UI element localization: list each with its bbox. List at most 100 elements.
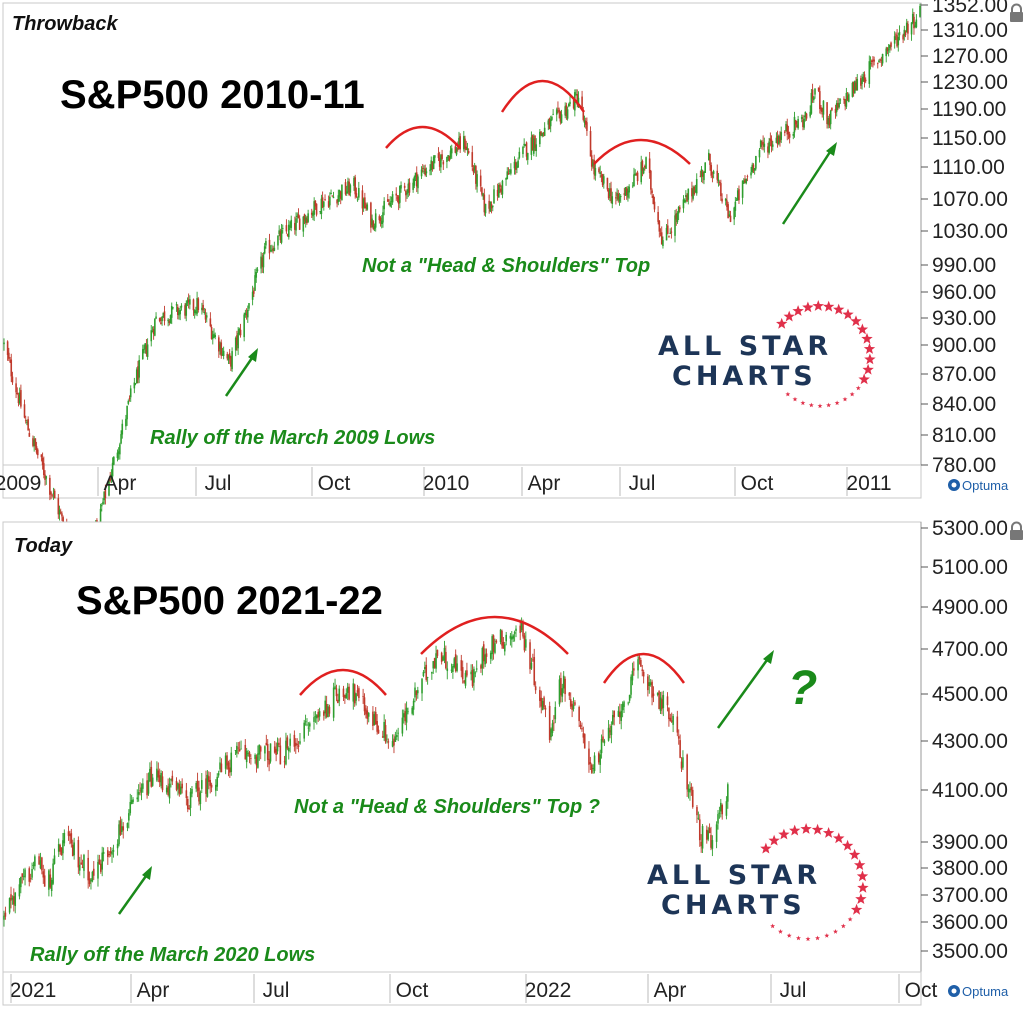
candle (329, 192, 331, 210)
candle (593, 752, 596, 774)
candle (32, 861, 35, 870)
candle (668, 235, 670, 238)
candle (431, 671, 433, 680)
candle (6, 340, 9, 361)
candle (635, 172, 638, 176)
candle (897, 32, 900, 52)
candle (224, 752, 227, 775)
candle (87, 849, 89, 889)
plot-frame-2 (2, 521, 922, 973)
candle (189, 788, 192, 817)
candle (408, 178, 411, 196)
candle (186, 297, 189, 307)
candle (395, 187, 398, 201)
candle (214, 332, 216, 340)
candle (422, 669, 425, 678)
candle (609, 182, 611, 202)
candle (711, 835, 714, 857)
y-tick-label: 3900.00 (932, 831, 1008, 854)
candle (143, 344, 145, 354)
candle (336, 199, 338, 208)
candle (73, 837, 75, 860)
candle (565, 102, 568, 120)
candle (306, 216, 308, 225)
candle (712, 169, 715, 179)
candle (560, 672, 562, 703)
candle (717, 173, 720, 187)
candle (685, 190, 687, 204)
candle (701, 169, 704, 184)
candle (658, 690, 660, 710)
candle (406, 189, 408, 199)
candle (464, 670, 467, 689)
candle (209, 772, 212, 794)
star-icon (849, 391, 855, 397)
candle (691, 786, 694, 809)
candle (455, 146, 458, 157)
candle (33, 436, 35, 452)
star-icon (833, 832, 845, 844)
candle (213, 328, 215, 338)
candle (826, 102, 828, 129)
candle (558, 675, 561, 707)
candle (109, 471, 112, 483)
candle (58, 505, 61, 521)
candle (119, 442, 121, 460)
candle (512, 634, 515, 642)
candle (135, 367, 138, 384)
candle (278, 225, 280, 237)
candle (103, 491, 105, 505)
candle (507, 167, 510, 175)
candle (287, 746, 290, 760)
candle (642, 167, 645, 175)
candle (679, 734, 681, 759)
candle (599, 165, 601, 178)
candle (623, 188, 626, 201)
candle (261, 252, 264, 273)
candle (496, 183, 499, 201)
candle (154, 318, 156, 337)
candle (111, 457, 114, 482)
candle (11, 371, 14, 385)
candle (303, 213, 306, 225)
candle (430, 156, 433, 176)
candle (902, 33, 904, 44)
candle (302, 215, 305, 237)
candle (217, 770, 220, 778)
candle (205, 312, 208, 323)
candle (599, 749, 601, 773)
candle (315, 203, 318, 217)
y-tick-label: 5100.00 (932, 556, 1008, 579)
candle (286, 735, 289, 751)
candle (236, 742, 238, 758)
candle (672, 713, 674, 733)
candle (551, 115, 553, 121)
candle (479, 169, 482, 192)
candle (201, 302, 203, 315)
candle (543, 695, 545, 710)
x-tick-label: Apr (654, 979, 687, 1002)
candle (346, 682, 349, 701)
star-icon (858, 373, 870, 385)
candle (777, 134, 780, 146)
candle (827, 115, 830, 129)
brand-line1-2: ALL STAR (647, 860, 821, 891)
candles-group-2 (3, 617, 729, 927)
candle (271, 244, 273, 253)
y-tick-label: 780.00 (932, 454, 996, 477)
candle (383, 197, 385, 216)
candle (549, 115, 552, 133)
candle (424, 164, 426, 177)
candle (804, 111, 807, 122)
candle (796, 121, 798, 128)
candle (312, 210, 314, 221)
star-icon (778, 929, 783, 934)
candle (266, 739, 269, 768)
candle (412, 178, 414, 193)
candle (523, 632, 526, 653)
candle (145, 338, 148, 357)
star-icon (826, 402, 832, 408)
candle (683, 198, 686, 203)
candle (170, 778, 172, 788)
candle (689, 781, 691, 801)
